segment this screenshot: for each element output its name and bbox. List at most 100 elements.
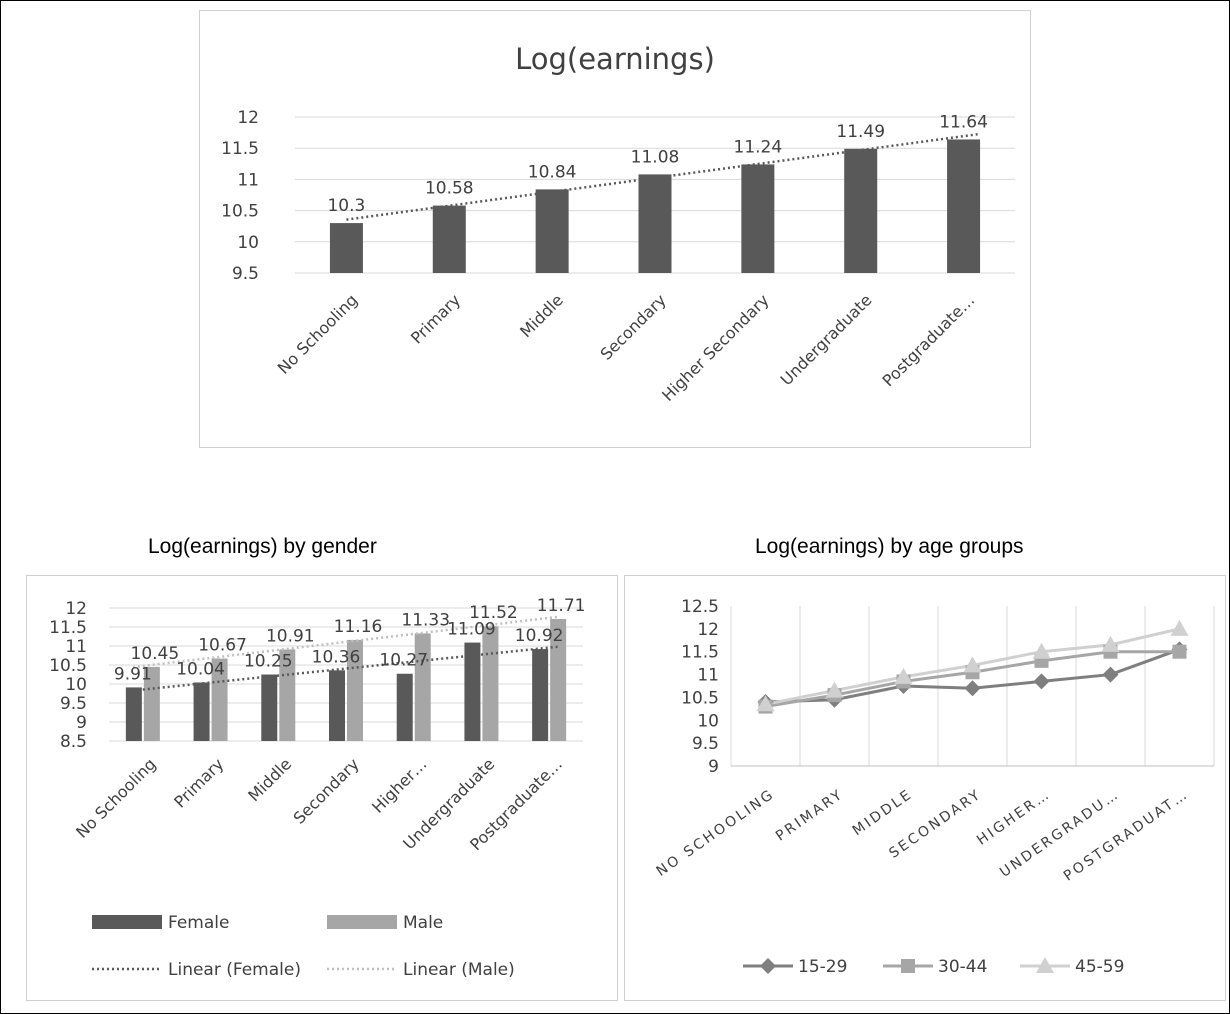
bar-female bbox=[464, 642, 481, 741]
data-label: 10.3 bbox=[327, 196, 365, 216]
x-tick-label: No Schooling bbox=[274, 290, 361, 377]
data-label: 11.24 bbox=[734, 137, 783, 157]
x-tick-label: Higher… bbox=[368, 754, 430, 816]
trendline bbox=[132, 615, 560, 669]
legend-swatch bbox=[327, 915, 397, 929]
y-tick-label: 11 bbox=[65, 637, 87, 657]
bar-male bbox=[414, 633, 431, 741]
x-tick-label: Postgraduate… bbox=[879, 290, 979, 390]
legend-label: Female bbox=[168, 913, 229, 933]
legend-label: 45-59 bbox=[1075, 957, 1124, 977]
y-tick-label: 10.5 bbox=[49, 656, 87, 676]
y-tick-label: 9.5 bbox=[692, 734, 719, 754]
data-label: 10.36 bbox=[312, 647, 361, 667]
legend-marker bbox=[1036, 957, 1054, 973]
bar-female bbox=[125, 687, 142, 741]
x-tick-label: Higher Secondary bbox=[658, 290, 773, 405]
marker-45-59 bbox=[963, 656, 982, 673]
marker-45-59 bbox=[825, 681, 844, 698]
y-tick-label: 12 bbox=[237, 108, 259, 128]
bar-male bbox=[143, 666, 160, 741]
legend-marker bbox=[760, 958, 776, 974]
x-tick-label: Primary bbox=[170, 754, 227, 811]
y-tick-label: 10 bbox=[237, 233, 259, 253]
marker-30-44 bbox=[1172, 644, 1187, 659]
data-label: 11.33 bbox=[401, 610, 450, 630]
marker-45-59 bbox=[1170, 619, 1189, 636]
data-label: 10.58 bbox=[425, 179, 474, 199]
x-tick-label: No Schooling bbox=[72, 754, 159, 841]
gender-chart-panel: 8.5 9 9.5 10 10.5 11 11.5 12 9.91 10.04 10.25 10.36… bbox=[26, 575, 618, 1001]
marker-15-29 bbox=[1102, 666, 1119, 683]
x-tick-label: Undergraduate bbox=[777, 290, 876, 389]
data-label: 10.91 bbox=[266, 626, 315, 646]
bar-male bbox=[279, 649, 296, 741]
data-label: 11.08 bbox=[631, 147, 680, 167]
bar bbox=[329, 223, 363, 273]
x-tick-label: PRIMARY bbox=[773, 786, 847, 844]
data-label: 11.49 bbox=[836, 122, 885, 142]
gender-chart-caption: Log(earnings) by gender bbox=[148, 535, 377, 558]
data-label: 10.25 bbox=[244, 652, 293, 672]
bar bbox=[638, 174, 672, 273]
overall-chart-panel: Log(earnings) 9.5 10 10.5 11 11.5 12 10.3 No Sch… bbox=[199, 10, 1031, 448]
x-tick-label: Middle bbox=[244, 754, 295, 805]
bar bbox=[741, 164, 775, 273]
y-tick-label: 11 bbox=[237, 170, 259, 190]
legend-label: Male bbox=[403, 913, 443, 933]
y-tick-label: 9 bbox=[76, 713, 87, 733]
data-label: 10.27 bbox=[379, 651, 428, 671]
legend-label: Linear (Male) bbox=[403, 960, 515, 980]
marker-45-59 bbox=[1032, 642, 1051, 659]
data-label: 9.91 bbox=[114, 664, 152, 684]
x-tick-label: UNDERGRADU… bbox=[997, 786, 1123, 881]
bar-female bbox=[329, 670, 345, 741]
data-label: 11.09 bbox=[447, 620, 496, 640]
trendline bbox=[346, 133, 978, 221]
age-chart-caption: Log(earnings) by age groups bbox=[755, 535, 1024, 558]
chart-title: Log(earnings) bbox=[515, 42, 715, 76]
marker-15-29 bbox=[1033, 673, 1050, 690]
x-tick-label: Secondary bbox=[596, 290, 669, 363]
y-tick-label: 9.5 bbox=[60, 694, 87, 714]
y-tick-label: 11.5 bbox=[221, 139, 259, 159]
data-label: 11.71 bbox=[537, 596, 586, 616]
trendline bbox=[132, 645, 560, 692]
y-tick-label: 8.5 bbox=[60, 732, 87, 752]
bar-female bbox=[193, 682, 210, 741]
bar bbox=[947, 139, 981, 273]
bar bbox=[844, 148, 878, 273]
legend-marker bbox=[901, 959, 915, 973]
age-chart-panel: 9 9.5 10 10.5 11 11.5 12 12.5 NO SCHOOLING PRIMAR… bbox=[624, 575, 1226, 1001]
bar-male bbox=[347, 639, 363, 741]
bar bbox=[535, 189, 569, 273]
data-label: 10.84 bbox=[528, 162, 577, 182]
y-tick-label: 9.5 bbox=[232, 264, 259, 284]
y-tick-label: 11.5 bbox=[681, 643, 719, 663]
legend-label: Linear (Female) bbox=[168, 960, 301, 980]
data-label: 11.52 bbox=[469, 603, 518, 623]
data-label: 10.45 bbox=[131, 644, 180, 664]
bar-female bbox=[532, 649, 549, 741]
marker-15-29 bbox=[964, 680, 981, 697]
marker-45-59 bbox=[894, 667, 913, 684]
legend-label: 30-44 bbox=[938, 957, 987, 977]
data-label: 10.04 bbox=[176, 659, 225, 679]
marker-45-59 bbox=[756, 695, 775, 712]
age-chart: 9 9.5 10 10.511 11.5 12 12.5 NO SCHOOLINGPRIMAR… bbox=[654, 597, 1215, 977]
bar-male bbox=[482, 626, 499, 741]
y-tick-label: 10 bbox=[697, 711, 719, 731]
bar-male bbox=[211, 658, 228, 741]
x-tick-label: MIDDLE bbox=[850, 786, 916, 839]
x-tick-label: Secondary bbox=[289, 754, 362, 827]
y-tick-label: 10 bbox=[65, 675, 87, 695]
data-label: 11.16 bbox=[334, 617, 383, 637]
y-tick-label: 9 bbox=[708, 757, 719, 777]
y-tick-label: 10.5 bbox=[221, 202, 259, 222]
data-label: 10.67 bbox=[198, 636, 247, 656]
x-tick-label: POSTGRADUAT… bbox=[1061, 786, 1192, 884]
legend-label: 15-29 bbox=[798, 957, 847, 977]
x-tick-label: NO SCHOOLING bbox=[654, 786, 778, 880]
bar-female bbox=[261, 674, 278, 741]
